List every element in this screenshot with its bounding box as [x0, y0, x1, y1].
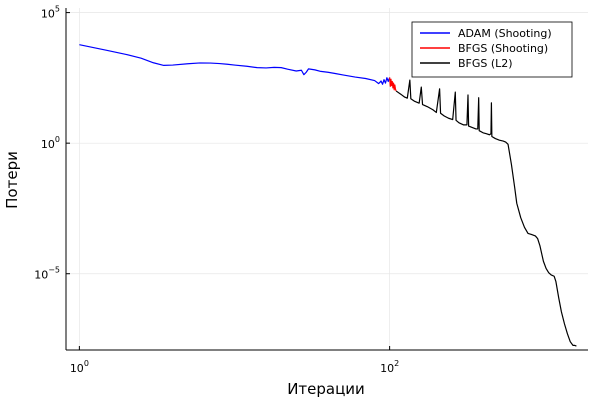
legend-label-bfgs-l2: BFGS (L2) — [458, 57, 513, 70]
ticks: 100 102 105 100 10−5 — [34, 5, 399, 375]
series-lines — [79, 44, 577, 347]
series-line-adam-shooting — [79, 44, 391, 85]
x-tick-label-1: 102 — [380, 359, 399, 375]
series-line-bfgs-l2 — [395, 79, 577, 347]
legend-label-bfgs-shooting: BFGS (Shooting) — [458, 42, 548, 55]
legend-label-adam-shooting: ADAM (Shooting) — [458, 27, 552, 40]
series-line-bfgs-shooting — [389, 77, 397, 92]
grid — [66, 8, 588, 350]
axes — [65, 8, 588, 351]
x-axis-title: Итерации — [287, 380, 365, 398]
y-axis-title: Потери — [3, 151, 21, 209]
legend-box — [411, 21, 573, 78]
y-tick-label-0: 105 — [41, 5, 60, 21]
y-tick-label-1: 100 — [41, 135, 60, 151]
x-tick-label-0: 100 — [70, 359, 89, 375]
legend: ADAM (Shooting) BFGS (Shooting) BFGS (L2) — [411, 21, 573, 78]
y-tick-label-2: 10−5 — [34, 266, 60, 282]
